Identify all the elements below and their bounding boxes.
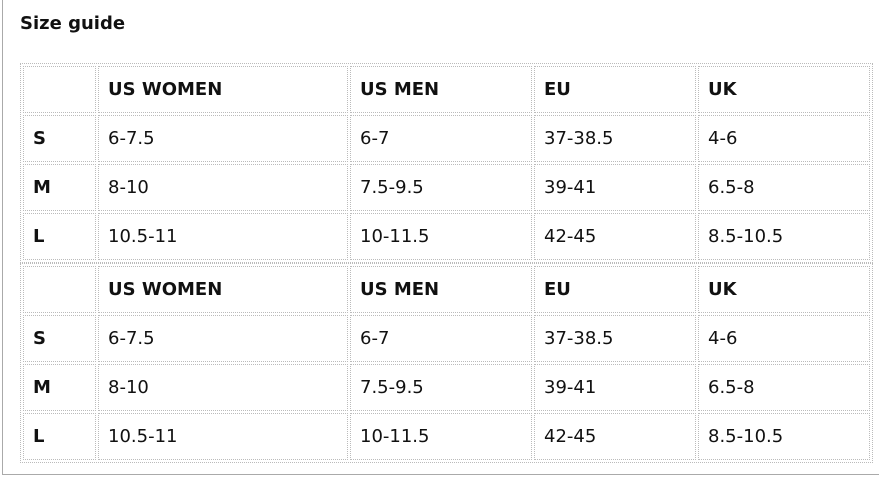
size-cell: 10-11.5	[350, 413, 532, 460]
header-cell: UK	[698, 66, 870, 113]
size-cell: 6.5-8	[698, 364, 870, 411]
size-cell: 10.5-11	[98, 213, 348, 260]
header-cell: US WOMEN	[98, 66, 348, 113]
corner-cell	[23, 66, 96, 113]
size-label: M	[23, 164, 96, 211]
size-cell: 8-10	[98, 364, 348, 411]
header-row: US WOMEN US MEN EU UK	[23, 66, 870, 113]
header-row: US WOMEN US MEN EU UK	[23, 266, 870, 313]
size-cell: 10-11.5	[350, 213, 532, 260]
size-row: L 10.5-11 10-11.5 42-45 8.5-10.5	[23, 213, 870, 260]
size-label: S	[23, 315, 96, 362]
size-label: M	[23, 364, 96, 411]
size-row: M 8-10 7.5-9.5 39-41 6.5-8	[23, 364, 870, 411]
size-cell: 39-41	[534, 164, 696, 211]
size-table: US WOMEN US MEN EU UK S 6-7.5 6-7 37-38.5 4-6 M 8-…	[20, 63, 873, 263]
header-cell: US MEN	[350, 66, 532, 113]
size-cell: 4-6	[698, 315, 870, 362]
size-row: M 8-10 7.5-9.5 39-41 6.5-8	[23, 164, 870, 211]
size-cell: 6-7.5	[98, 315, 348, 362]
size-cell: 42-45	[534, 413, 696, 460]
header-cell: US WOMEN	[98, 266, 348, 313]
header-cell: UK	[698, 266, 870, 313]
size-cell: 7.5-9.5	[350, 364, 532, 411]
title: Size guide	[20, 13, 126, 34]
size-table: US WOMEN US MEN EU UK S 6-7.5 6-7 37-38.5 4-6 M 8-…	[20, 263, 873, 463]
corner-cell	[23, 266, 96, 313]
header-cell: EU	[534, 66, 696, 113]
size-label: S	[23, 115, 96, 162]
size-label: L	[23, 413, 96, 460]
size-cell: 7.5-9.5	[350, 164, 532, 211]
size-cell: 6-7.5	[98, 115, 348, 162]
size-cell: 42-45	[534, 213, 696, 260]
size-cell: 6-7	[350, 115, 532, 162]
tables: US WOMEN US MEN EU UK S 6-7.5 6-7 37-38.5 4-6 M 8-…	[20, 63, 873, 463]
size-cell: 8.5-10.5	[698, 213, 870, 260]
size-row: L 10.5-11 10-11.5 42-45 8.5-10.5	[23, 413, 870, 460]
size-cell: 39-41	[534, 364, 696, 411]
size-cell: 8.5-10.5	[698, 413, 870, 460]
size-cell: 6-7	[350, 315, 532, 362]
size-row: S 6-7.5 6-7 37-38.5 4-6	[23, 115, 870, 162]
header-cell: EU	[534, 266, 696, 313]
size-row: S 6-7.5 6-7 37-38.5 4-6	[23, 315, 870, 362]
size-cell: 4-6	[698, 115, 870, 162]
size-cell: 8-10	[98, 164, 348, 211]
size-label: L	[23, 213, 96, 260]
size-cell: 6.5-8	[698, 164, 870, 211]
header-cell: US MEN	[350, 266, 532, 313]
size-cell: 37-38.5	[534, 115, 696, 162]
size-cell: 37-38.5	[534, 315, 696, 362]
size-cell: 10.5-11	[98, 413, 348, 460]
